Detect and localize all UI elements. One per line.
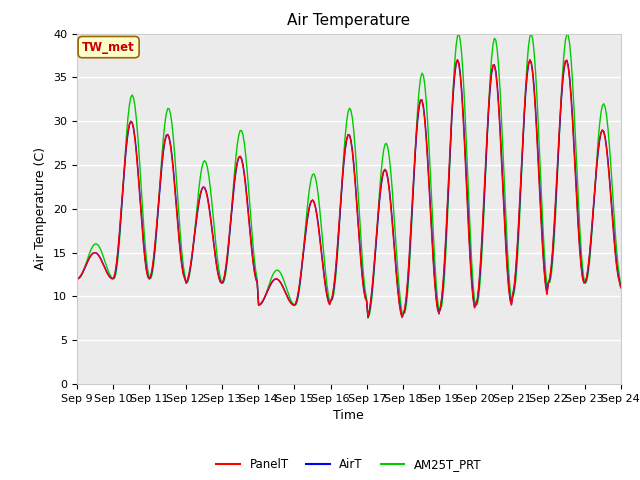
AM25T_PRT bbox=[545, 279, 552, 285]
PanelT bbox=[545, 280, 552, 286]
PanelT bbox=[616, 279, 623, 285]
AirT bbox=[616, 278, 623, 284]
PanelT bbox=[398, 314, 406, 320]
Line: PanelT: PanelT bbox=[77, 60, 621, 317]
X-axis label: Time: Time bbox=[333, 409, 364, 422]
AirT bbox=[454, 57, 461, 63]
AirT bbox=[92, 250, 99, 255]
Y-axis label: Air Temperature (C): Air Temperature (C) bbox=[35, 147, 47, 270]
AM25T_PRT bbox=[73, 276, 81, 282]
Title: Air Temperature: Air Temperature bbox=[287, 13, 410, 28]
AirT bbox=[108, 276, 116, 282]
AirT bbox=[545, 280, 552, 286]
PanelT bbox=[617, 285, 625, 290]
Legend: PanelT, AirT, AM25T_PRT: PanelT, AirT, AM25T_PRT bbox=[212, 454, 486, 476]
AM25T_PRT bbox=[617, 284, 625, 289]
Line: AM25T_PRT: AM25T_PRT bbox=[77, 34, 621, 318]
PanelT bbox=[526, 57, 534, 63]
AirT bbox=[463, 198, 471, 204]
PanelT bbox=[462, 173, 470, 179]
AM25T_PRT bbox=[353, 166, 360, 172]
PanelT bbox=[108, 276, 116, 282]
AirT bbox=[617, 285, 625, 290]
AirT bbox=[353, 197, 360, 203]
AM25T_PRT bbox=[616, 273, 623, 279]
AM25T_PRT bbox=[108, 275, 116, 281]
Text: TW_met: TW_met bbox=[83, 41, 135, 54]
PanelT bbox=[353, 201, 360, 206]
PanelT bbox=[92, 250, 99, 255]
PanelT bbox=[73, 276, 81, 282]
AirT bbox=[364, 314, 372, 320]
AM25T_PRT bbox=[364, 315, 372, 321]
AM25T_PRT bbox=[92, 241, 99, 247]
AirT bbox=[73, 276, 81, 282]
AM25T_PRT bbox=[527, 31, 535, 36]
AM25T_PRT bbox=[462, 131, 470, 137]
Line: AirT: AirT bbox=[77, 60, 621, 317]
